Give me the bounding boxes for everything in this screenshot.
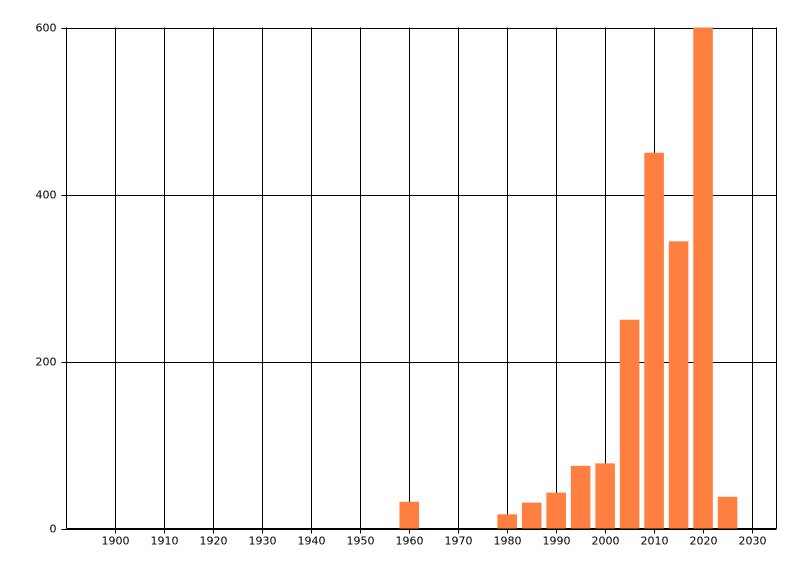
x-tick-label: 1950 [347, 535, 375, 548]
x-tick-label: 1920 [200, 535, 228, 548]
x-tick-label: 1940 [298, 535, 326, 548]
x-tick-label: 2020 [690, 535, 718, 548]
x-tick-label: 1970 [445, 535, 473, 548]
bar [497, 514, 517, 529]
y-tick-label: 400 [36, 189, 57, 202]
x-tick-label: 2030 [739, 535, 767, 548]
bar [693, 27, 713, 529]
x-tick-label: 1990 [543, 535, 571, 548]
x-tick-label: 1910 [151, 535, 179, 548]
bar [570, 465, 591, 529]
bar [546, 492, 566, 529]
x-tick-label: 1980 [494, 535, 522, 548]
bar [399, 501, 420, 529]
y-tick-label: 600 [36, 22, 57, 35]
x-tick-label: 2000 [592, 535, 620, 548]
bar [668, 241, 689, 529]
x-tick-label: 1900 [102, 535, 130, 548]
y-tick-label: 0 [50, 523, 57, 536]
y-tick-label: 200 [36, 356, 57, 369]
bar [717, 496, 738, 529]
bar [644, 152, 664, 529]
x-tick-label: 1960 [396, 535, 424, 548]
bar [521, 502, 542, 529]
x-tick-label: 2010 [641, 535, 669, 548]
bar [595, 463, 615, 529]
x-tick-label: 1930 [249, 535, 277, 548]
bar [619, 319, 640, 529]
